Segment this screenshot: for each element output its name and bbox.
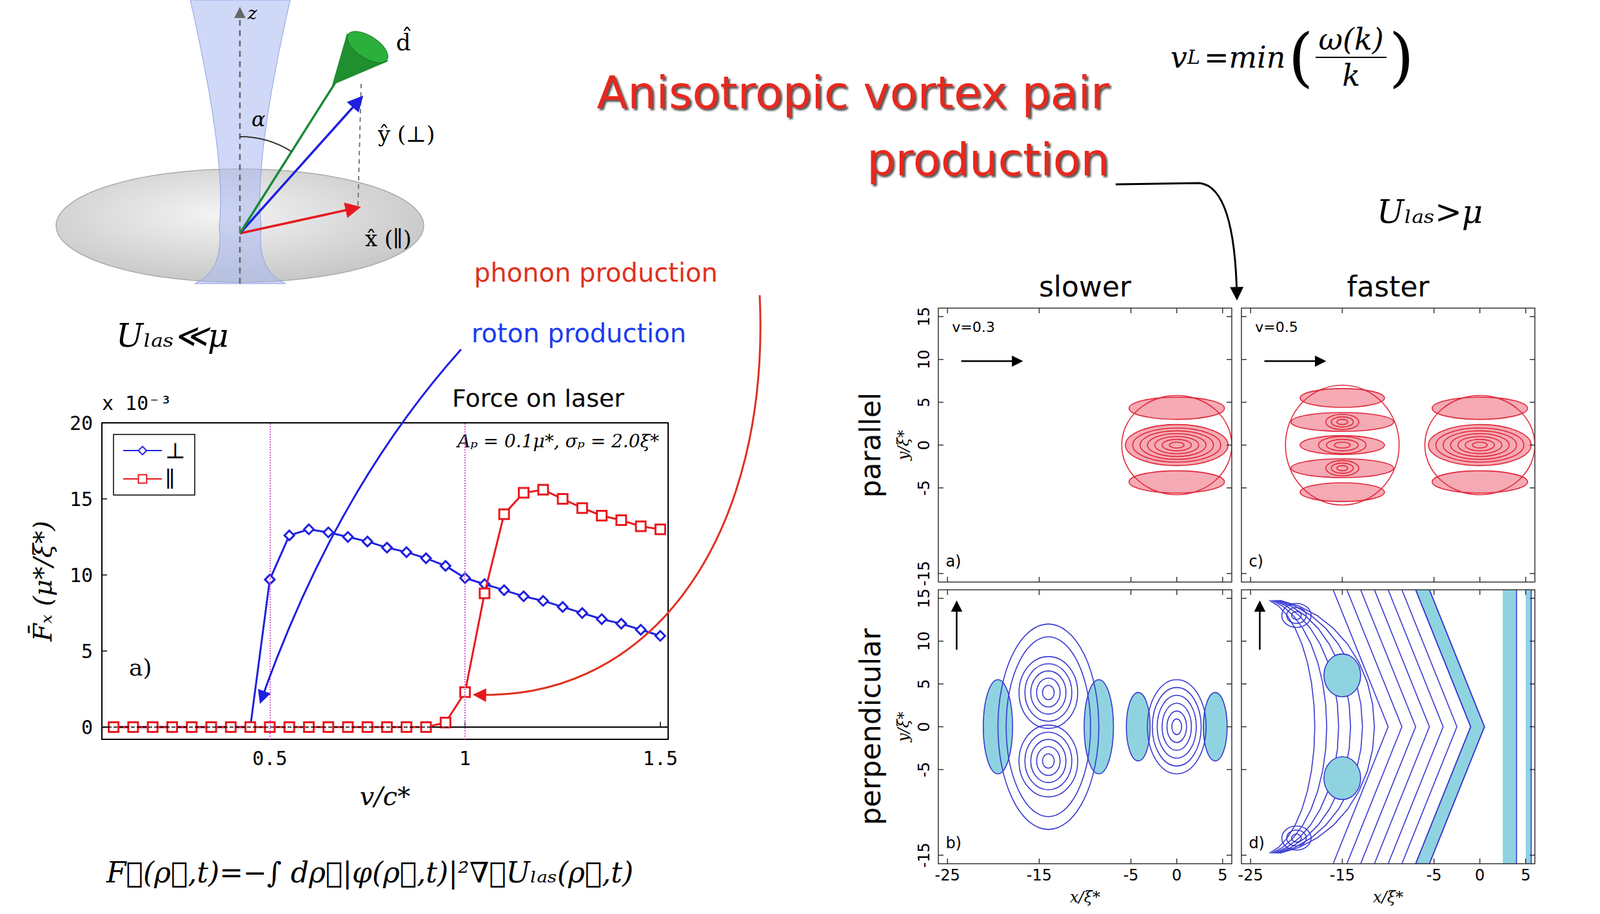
svg-text:d̂: d̂ bbox=[395, 26, 411, 56]
svg-text:-15: -15 bbox=[1329, 866, 1355, 885]
svg-text:y/ξ*: y/ξ* bbox=[894, 430, 913, 462]
svg-text:0: 0 bbox=[915, 722, 934, 732]
svg-text:15: 15 bbox=[915, 306, 934, 327]
svg-text:v=0.3: v=0.3 bbox=[951, 319, 995, 336]
html-text:Uₗₐₛ>μ: Uₗₐₛ>μ bbox=[1376, 193, 1483, 231]
svg-text:-25: -25 bbox=[1238, 866, 1264, 885]
svg-text:ŷ (⊥): ŷ (⊥) bbox=[377, 121, 436, 148]
html-text:k: k bbox=[1342, 57, 1361, 93]
svg-text:v/c*: v/c* bbox=[359, 781, 411, 812]
svg-text:c): c) bbox=[1248, 552, 1264, 571]
html-text:Anisotropic vortex pair produc: Anisotropic vortex pair production bbox=[596, 66, 1110, 187]
svg-text:x̂ (∥): x̂ (∥) bbox=[365, 225, 412, 252]
svg-text:F̄ₓ (μ*/ξ*): F̄ₓ (μ*/ξ*) bbox=[27, 521, 58, 643]
svg-text:5: 5 bbox=[1217, 866, 1228, 885]
svg-text:-15: -15 bbox=[915, 561, 934, 587]
svg-text:-5: -5 bbox=[1426, 866, 1442, 885]
svg-text:perpendicular: perpendicular bbox=[853, 628, 887, 826]
svg-text:0: 0 bbox=[1171, 866, 1182, 885]
svg-text:-5: -5 bbox=[1123, 866, 1139, 885]
svg-text:10: 10 bbox=[69, 564, 93, 587]
svg-text:-15: -15 bbox=[1026, 866, 1052, 885]
svg-text:slower: slower bbox=[1038, 270, 1132, 304]
svg-text:∥: ∥ bbox=[165, 466, 176, 493]
html-text:F⃗(ρ⃗,t)=−∫ dρ⃗|φ(ρ⃗,t)|²∇⃗Uₗₐ: F⃗(ρ⃗,t)=−∫ dρ⃗|φ(ρ⃗,t)|²∇⃗Uₗₐₛ(ρ⃗,t) bbox=[106, 856, 634, 890]
html-text:Uₗₐₛ≪μ: Uₗₐₛ≪μ bbox=[116, 317, 229, 355]
svg-text:faster: faster bbox=[1347, 270, 1431, 304]
html-text:ω(k): ω(k) bbox=[1318, 21, 1384, 57]
svg-text:-25: -25 bbox=[935, 866, 961, 885]
svg-text:0: 0 bbox=[1474, 866, 1485, 885]
svg-text:1.5: 1.5 bbox=[642, 747, 678, 771]
svg-text:5: 5 bbox=[915, 397, 934, 407]
svg-text:α: α bbox=[251, 107, 266, 132]
svg-text:v=0.5: v=0.5 bbox=[1254, 319, 1298, 336]
svg-text:0: 0 bbox=[81, 716, 93, 740]
html-text:phonon production: phonon production bbox=[474, 257, 718, 288]
svg-text:5: 5 bbox=[81, 640, 93, 663]
svg-text:x/ξ*: x/ξ* bbox=[1372, 888, 1404, 907]
svg-text:15: 15 bbox=[915, 588, 934, 609]
svg-text:⊥: ⊥ bbox=[165, 437, 186, 464]
svg-text:b): b) bbox=[945, 834, 962, 853]
svg-text:Force on laser: Force on laser bbox=[452, 384, 625, 413]
svg-text:Aₚ = 0.1μ*, σₚ = 2.0ξ*: Aₚ = 0.1μ*, σₚ = 2.0ξ* bbox=[455, 430, 660, 453]
svg-text:z: z bbox=[246, 2, 258, 24]
svg-text:-5: -5 bbox=[915, 480, 934, 496]
svg-text:0: 0 bbox=[915, 440, 934, 451]
svg-text:5: 5 bbox=[1520, 866, 1531, 885]
svg-text:parallel: parallel bbox=[853, 392, 887, 499]
svg-text:5: 5 bbox=[915, 679, 934, 689]
svg-text:a): a) bbox=[128, 654, 153, 682]
svg-text:x/ξ*: x/ξ* bbox=[1069, 888, 1101, 907]
svg-text:-15: -15 bbox=[915, 842, 934, 869]
svg-text:0.5: 0.5 bbox=[252, 747, 287, 771]
svg-text:a): a) bbox=[945, 552, 961, 571]
svg-text:10: 10 bbox=[915, 631, 934, 652]
svg-text:y/ξ*: y/ξ* bbox=[894, 711, 913, 743]
svg-text:1: 1 bbox=[459, 747, 471, 771]
html-text:roton production: roton production bbox=[471, 318, 687, 349]
svg-text:-5: -5 bbox=[915, 762, 934, 778]
svg-text:10: 10 bbox=[915, 349, 934, 370]
html-text:vL=min: vL=min bbox=[1170, 39, 1286, 75]
svg-text:x 10⁻³: x 10⁻³ bbox=[101, 392, 172, 415]
svg-text:d): d) bbox=[1248, 834, 1265, 853]
svg-text:20: 20 bbox=[69, 412, 93, 435]
svg-text:15: 15 bbox=[69, 488, 93, 511]
